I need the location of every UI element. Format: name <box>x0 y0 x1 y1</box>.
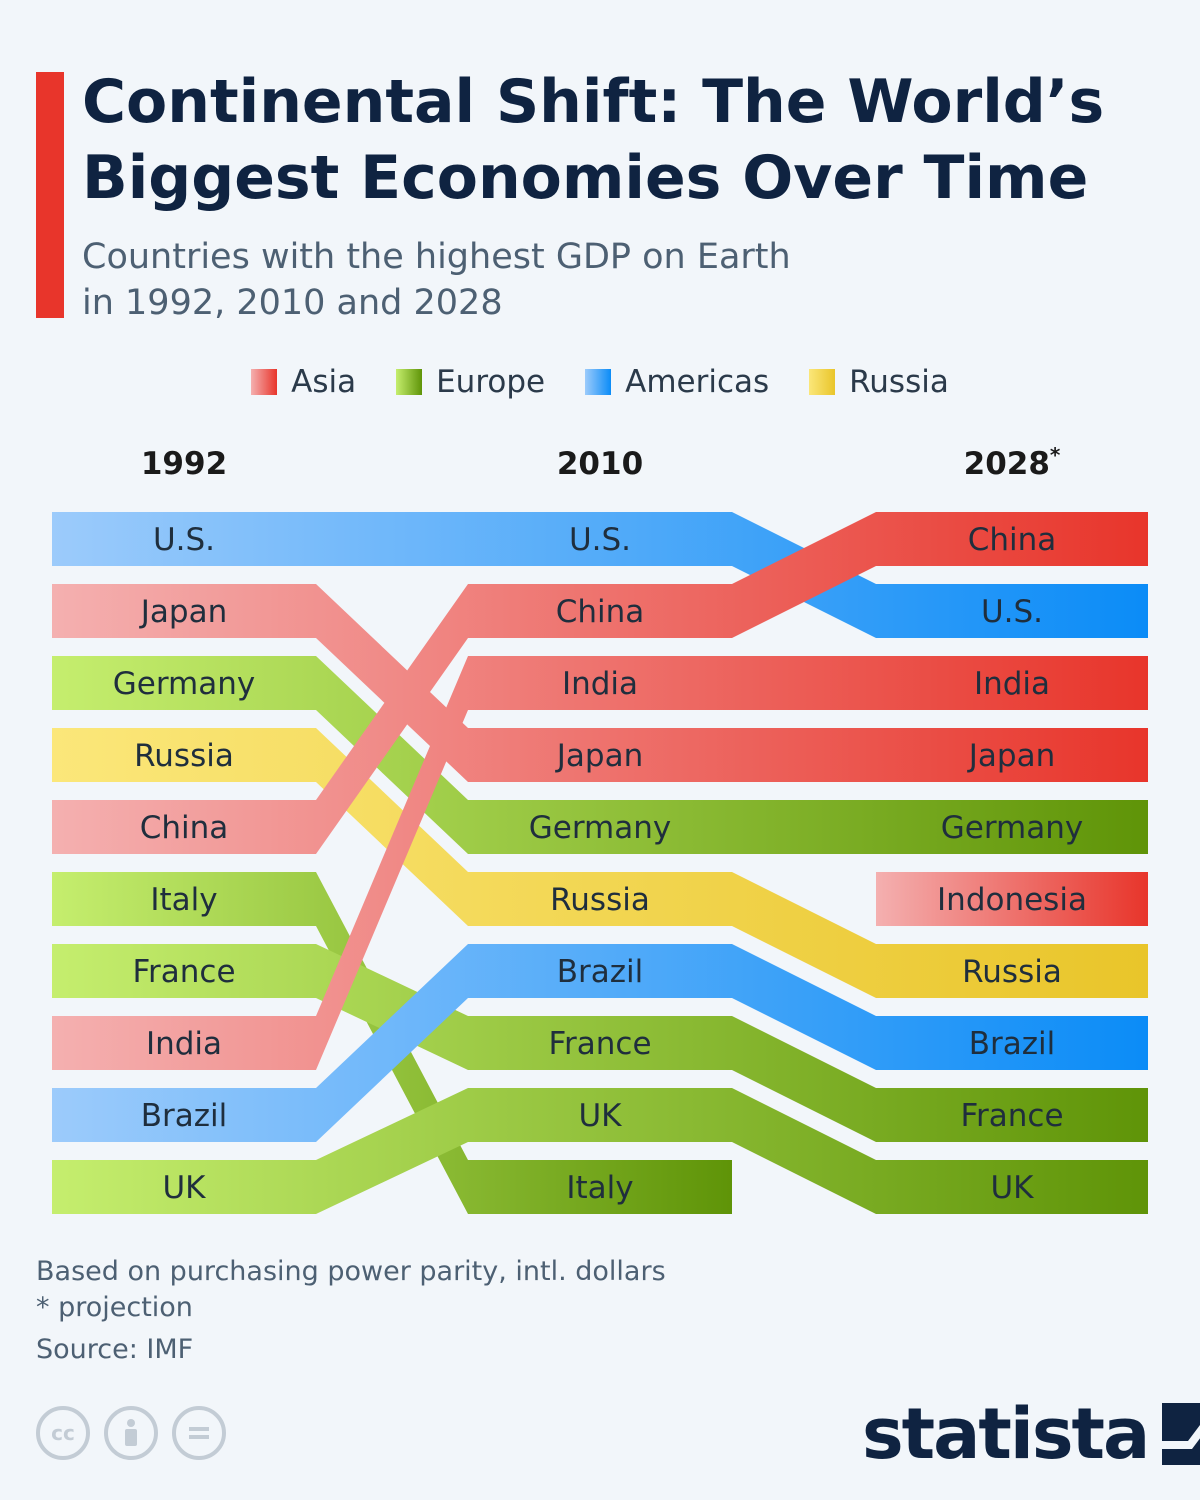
label-france-1992: France <box>132 954 235 990</box>
year-label-1992: 1992 <box>141 446 227 482</box>
legend-swatch-europe <box>396 369 423 395</box>
legend: Asia Europe Americas Russia <box>0 364 1200 400</box>
legend-label-asia: Asia <box>291 364 357 400</box>
label-india-2010: India <box>562 666 638 702</box>
label-indonesia-2028: Indonesia <box>937 882 1087 918</box>
legend-item-americas: Americas <box>585 364 769 400</box>
label-us-2010: U.S. <box>569 522 631 558</box>
label-brazil-1992: Brazil <box>141 1098 228 1134</box>
label-china-1992: China <box>140 810 229 846</box>
year-label-2010: 2010 <box>557 446 643 482</box>
page-title: Continental Shift: The World’s Biggest E… <box>82 67 1105 213</box>
label-brazil-2010: Brazil <box>557 954 644 990</box>
license-icons: cc <box>36 1406 226 1460</box>
ribbon-us <box>52 512 1148 638</box>
source: Source: IMF <box>36 1334 194 1365</box>
attribution-icon <box>104 1406 158 1460</box>
label-japan-2028: Japan <box>967 738 1055 774</box>
label-brazil-2028: Brazil <box>969 1026 1056 1062</box>
ribbon-brazil <box>52 944 1148 1142</box>
ribbon-japan <box>52 584 1148 782</box>
footnotes: Based on purchasing power parity, intl. … <box>36 1254 666 1368</box>
label-us-2028: U.S. <box>981 594 1043 630</box>
label-russia-2028: Russia <box>962 954 1062 990</box>
footnote-projection: * projection <box>36 1292 193 1323</box>
label-india-1992: India <box>146 1026 222 1062</box>
label-uk-2010: UK <box>578 1098 622 1134</box>
legend-swatch-americas <box>585 369 612 395</box>
subtitle-line-2: in 1992, 2010 and 2028 <box>82 283 503 323</box>
ribbon-indonesia <box>876 872 1148 926</box>
statista-mark-icon <box>1162 1403 1200 1465</box>
label-china-2028: China <box>968 522 1057 558</box>
bump-chart: 1992 2010 2028* U.S. U.S. U.S. Japan Japan Japan… <box>52 443 1148 1214</box>
no-derivatives-icon <box>172 1406 226 1460</box>
year-label-2028: 2028* <box>964 443 1061 482</box>
label-france-2010: France <box>548 1026 651 1062</box>
label-germany-2028: Germany <box>941 810 1083 846</box>
ribbon-uk <box>52 1088 1148 1214</box>
label-china-2010: China <box>556 594 645 630</box>
subtitle: Countries with the highest GDP on Earth … <box>82 234 982 326</box>
title-accent-bar <box>36 72 64 318</box>
label-japan-1992: Japan <box>139 594 227 630</box>
label-japan-2010: Japan <box>555 738 643 774</box>
label-france-2028: France <box>960 1098 1063 1134</box>
label-uk-2028: UK <box>990 1170 1034 1206</box>
legend-item-asia: Asia <box>251 364 356 400</box>
logo-text: statista <box>862 1393 1150 1475</box>
ribbon-germany <box>52 656 1148 854</box>
ribbon-china <box>52 512 1148 854</box>
legend-item-russia: Russia <box>809 364 949 400</box>
legend-label-europe: Europe <box>436 364 546 400</box>
label-us-1992: U.S. <box>153 522 215 558</box>
subtitle-line-1: Countries with the highest GDP on Earth <box>82 237 791 277</box>
label-italy-1992: Italy <box>150 882 217 918</box>
legend-swatch-asia <box>251 369 278 395</box>
ribbon-russia <box>52 728 1148 998</box>
label-germany-1992: Germany <box>113 666 255 702</box>
label-italy-2010: Italy <box>566 1170 633 1206</box>
label-uk-1992: UK <box>162 1170 206 1206</box>
label-india-2028: India <box>974 666 1050 702</box>
footnote-ppp: Based on purchasing power parity, intl. … <box>36 1256 666 1287</box>
label-russia-2010: Russia <box>550 882 650 918</box>
cc-icon: cc <box>36 1406 90 1460</box>
statista-logo: statista <box>862 1396 1200 1472</box>
label-russia-1992: Russia <box>134 738 234 774</box>
legend-item-europe: Europe <box>396 364 545 400</box>
legend-swatch-russia <box>809 369 836 395</box>
label-germany-2010: Germany <box>529 810 671 846</box>
legend-label-russia: Russia <box>849 364 949 400</box>
ribbon-india <box>52 656 1148 1070</box>
legend-label-americas: Americas <box>625 364 770 400</box>
